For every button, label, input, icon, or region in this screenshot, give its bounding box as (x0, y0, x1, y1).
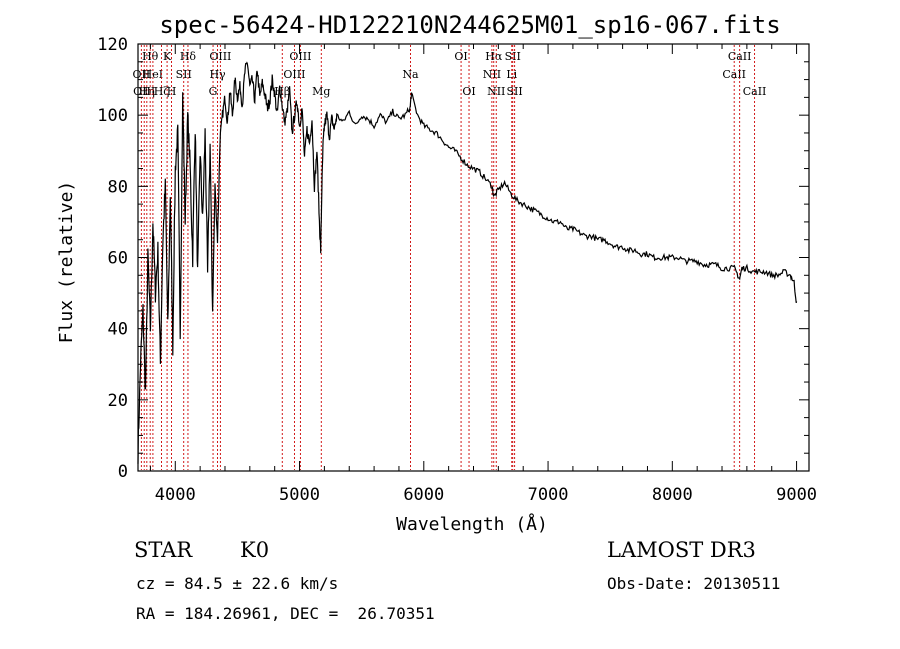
marker-label: Na (402, 68, 419, 81)
spectral-line-markers: OIIOIIIHηHθHeIHζKHSIIHδGHγOIIIHβOIIIOIII… (132, 45, 766, 470)
marker-label: Hδ (180, 50, 197, 63)
survey-name: LAMOST DR3 (607, 538, 756, 562)
marker-label: OI (462, 85, 475, 98)
marker-label: Hθ (142, 50, 159, 63)
spectrum-line (137, 61, 798, 464)
marker-label: G (209, 85, 218, 98)
x-tick-label: 9000 (776, 485, 817, 505)
marker-label: Mg (312, 85, 330, 98)
marker-label: CaII (728, 50, 752, 63)
x-tick-label: 4000 (155, 485, 196, 505)
y-tick-label: 20 (108, 391, 128, 411)
marker-label: OII (132, 68, 150, 81)
x-axis-label: Wavelength (Å) (396, 513, 548, 535)
chart-title: spec-56424-HD122210N244625M01_sp16-067.f… (159, 11, 780, 39)
x-tick-label: 5000 (279, 485, 320, 505)
marker-label: K (163, 50, 172, 63)
object-class: STAR (134, 538, 193, 562)
axis-ticks: 4000 5000 6000 7000 8000 9000 0 20 40 60 80 100 120 (97, 35, 817, 505)
marker-label: SII (507, 85, 523, 98)
marker-label: OIII (289, 50, 311, 63)
x-tick-label: 7000 (528, 485, 569, 505)
marker-label: NII (487, 85, 505, 98)
marker-label: Li (506, 68, 517, 81)
y-axis-label: Flux (relative) (56, 181, 77, 344)
y-tick-label: 40 (108, 320, 128, 340)
marker-label: CaII (743, 85, 767, 98)
marker-label: HeI (143, 68, 163, 81)
marker-label: SII (176, 68, 192, 81)
redshift-velocity: cz = 84.5 ± 22.6 km/s (136, 574, 339, 593)
marker-label: H (167, 85, 177, 98)
x-tick-label: 6000 (403, 485, 444, 505)
marker-label: Hα (485, 50, 503, 63)
marker-label: Hγ (209, 68, 226, 81)
y-tick-label: 80 (108, 177, 128, 197)
y-tick-label: 0 (118, 462, 128, 482)
marker-label: NII (483, 68, 501, 81)
x-tick-label: 8000 (652, 485, 693, 505)
marker-label: Hη (139, 85, 155, 98)
y-tick-label: 120 (97, 35, 128, 55)
plot-frame (137, 43, 810, 472)
marker-label: CaII (722, 68, 746, 81)
y-tick-label: 100 (97, 106, 128, 126)
y-tick-label: 60 (108, 249, 128, 269)
observation-date: Obs-Date: 20130511 (607, 574, 781, 593)
marker-label: OIII (209, 50, 231, 63)
marker-label: OIII (283, 68, 305, 81)
marker-label: SII (505, 50, 521, 63)
object-subclass: K0 (240, 538, 270, 562)
coordinates: RA = 184.26961, DEC = 26.70351 (136, 604, 435, 623)
marker-label: OI (454, 50, 467, 63)
marker-label: Hζ (154, 85, 170, 98)
marker-label: Hβ (274, 85, 290, 98)
